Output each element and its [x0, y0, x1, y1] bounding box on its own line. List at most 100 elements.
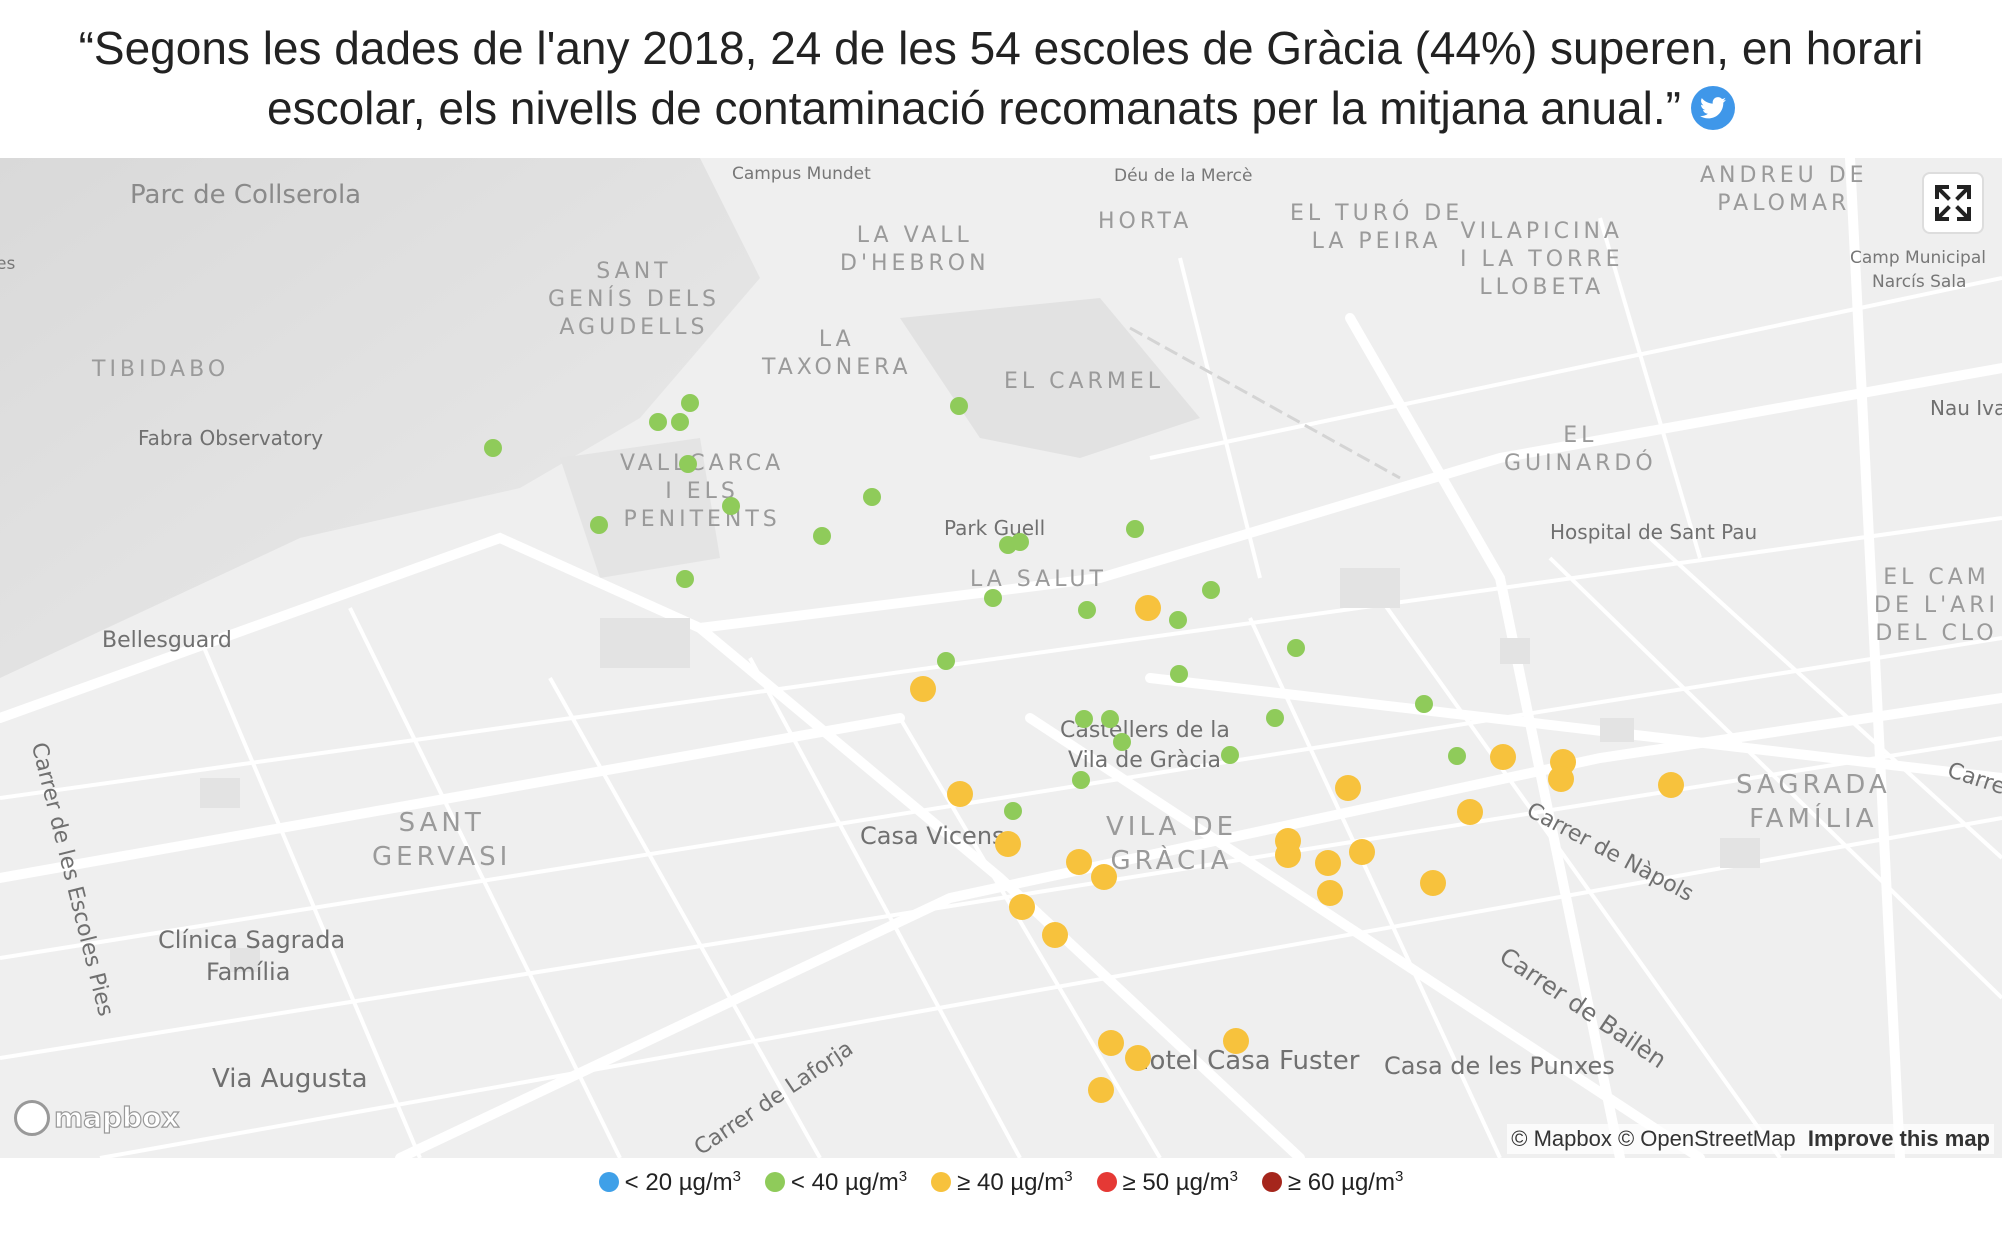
school-marker[interactable]	[681, 394, 699, 412]
legend-item: < 20 µg/m3	[598, 1168, 741, 1197]
school-marker[interactable]	[1349, 839, 1375, 865]
legend-swatch	[931, 1172, 952, 1192]
district-label: VILA DE GRÀCIA	[1106, 812, 1238, 876]
twitter-share-button[interactable]	[1690, 86, 1735, 130]
legend-swatch	[1261, 1172, 1282, 1192]
poi-label: Bellesguard	[102, 628, 232, 653]
school-marker[interactable]	[1088, 1077, 1114, 1103]
school-marker[interactable]	[1658, 772, 1684, 798]
mapbox-logo-text: mapbox	[53, 1100, 180, 1134]
school-marker[interactable]	[1221, 746, 1239, 764]
district-label: VALLCARCA I ELS PENITENTS	[620, 451, 785, 532]
poi-label: Família	[206, 958, 291, 986]
school-marker[interactable]	[1170, 665, 1188, 683]
osm-attribution-link[interactable]: © OpenStreetMap	[1617, 1126, 1796, 1151]
school-marker[interactable]	[590, 516, 608, 534]
quote: “Segons les dades de l'any 2018, 24 de l…	[40, 18, 1962, 138]
school-marker[interactable]	[1066, 849, 1092, 875]
twitter-bird-icon	[1699, 97, 1726, 119]
school-marker[interactable]	[1078, 601, 1096, 619]
school-marker[interactable]	[1202, 581, 1220, 599]
school-marker[interactable]	[1457, 799, 1483, 825]
district-label: ANDREU DE PALOMAR	[1700, 163, 1868, 216]
school-marker[interactable]	[1548, 766, 1574, 792]
mapbox-ring-icon	[14, 1100, 50, 1136]
header: “Segons les dades de l'any 2018, 24 de l…	[0, 0, 2002, 158]
legend-swatch	[1096, 1172, 1117, 1192]
school-marker[interactable]	[1125, 1045, 1151, 1071]
school-marker[interactable]	[722, 497, 740, 515]
poi-label: Casa de les Punxes	[1384, 1052, 1615, 1080]
district-label: EL CARMEL	[1004, 369, 1164, 394]
poi-label: Vila de Gràcia	[1068, 748, 1222, 773]
poi-label: Casa Vicens	[860, 822, 1005, 850]
legend-swatch	[598, 1172, 619, 1192]
school-marker[interactable]	[1101, 710, 1119, 728]
school-marker[interactable]	[671, 413, 689, 431]
legend-item: < 40 µg/m3	[764, 1168, 907, 1197]
school-marker[interactable]	[1266, 709, 1284, 727]
school-marker[interactable]	[1448, 747, 1466, 765]
school-marker[interactable]	[649, 413, 667, 431]
school-marker[interactable]	[1223, 1028, 1249, 1054]
school-marker[interactable]	[937, 652, 955, 670]
legend-label: ≥ 60 µg/m3	[1287, 1168, 1404, 1196]
poi-label: Nau Ivar	[1930, 396, 2002, 420]
poi-label: Déu de la Mercè	[1114, 166, 1253, 186]
legend-item: ≥ 60 µg/m3	[1261, 1168, 1404, 1197]
poi-label: Parc de Collserola	[130, 180, 362, 210]
school-marker[interactable]	[1113, 733, 1131, 751]
expand-arrows-icon	[1935, 185, 1971, 221]
school-marker[interactable]	[1415, 695, 1433, 713]
school-marker[interactable]	[950, 397, 968, 415]
school-marker[interactable]	[679, 455, 697, 473]
mapbox-logo[interactable]: mapbox	[14, 1100, 180, 1136]
poi-label: Camp Municipal	[1850, 248, 1986, 268]
poi-label: Park Guell	[944, 516, 1046, 540]
school-marker[interactable]	[1072, 771, 1090, 789]
school-marker[interactable]	[995, 831, 1021, 857]
school-marker[interactable]	[1009, 894, 1035, 920]
district-label: TIBIDABO	[92, 357, 230, 382]
school-marker[interactable]	[1287, 639, 1305, 657]
school-marker[interactable]	[1315, 850, 1341, 876]
school-marker[interactable]	[1011, 533, 1029, 551]
school-marker[interactable]	[676, 570, 694, 588]
poi-label: Campus Mundet	[732, 164, 871, 184]
school-marker[interactable]	[1275, 842, 1301, 868]
school-marker[interactable]	[910, 676, 936, 702]
school-marker[interactable]	[1004, 802, 1022, 820]
school-marker[interactable]	[1091, 864, 1117, 890]
school-marker[interactable]	[947, 781, 973, 807]
school-marker[interactable]	[1169, 611, 1187, 629]
fullscreen-button[interactable]	[1922, 172, 1984, 234]
school-marker[interactable]	[1335, 775, 1361, 801]
school-markers	[484, 394, 1684, 1103]
school-marker[interactable]	[1135, 595, 1161, 621]
school-marker[interactable]	[984, 589, 1002, 607]
improve-map-link[interactable]: Improve this map	[1807, 1126, 1990, 1151]
map-basemap	[0, 158, 2002, 1158]
poi-label: Hospital de Sant Pau	[1550, 520, 1758, 544]
poi-label: Clínica Sagrada	[158, 926, 346, 954]
legend-label: ≥ 50 µg/m3	[1122, 1168, 1238, 1196]
school-marker[interactable]	[1098, 1030, 1124, 1056]
district-label: SAGRADA FAMÍLIA	[1736, 770, 1891, 834]
district-label: VILAPICINA I LA TORRE LLOBETA	[1460, 219, 1624, 300]
school-marker[interactable]	[484, 439, 502, 457]
school-marker[interactable]	[1420, 870, 1446, 896]
school-marker[interactable]	[1075, 710, 1093, 728]
mapbox-attribution-link[interactable]: © Mapbox	[1511, 1126, 1612, 1151]
school-marker[interactable]	[863, 488, 881, 506]
map-attribution: © Mapbox © OpenStreetMap Improve this ma…	[1507, 1124, 1994, 1154]
school-marker[interactable]	[1317, 880, 1343, 906]
map[interactable]: SANT GENÍS DELS AGUDELLS LA VALL D'HEBRON H…	[0, 158, 2002, 1158]
legend-label: < 20 µg/m3	[624, 1168, 741, 1196]
school-marker[interactable]	[1042, 922, 1068, 948]
legend-label: ≥ 40 µg/m3	[957, 1168, 1073, 1196]
poi-label: Via Augusta	[212, 1064, 368, 1094]
school-marker[interactable]	[1126, 520, 1144, 538]
poi-label: Narcís Sala	[1872, 272, 1967, 292]
school-marker[interactable]	[813, 527, 831, 545]
school-marker[interactable]	[1490, 744, 1516, 770]
